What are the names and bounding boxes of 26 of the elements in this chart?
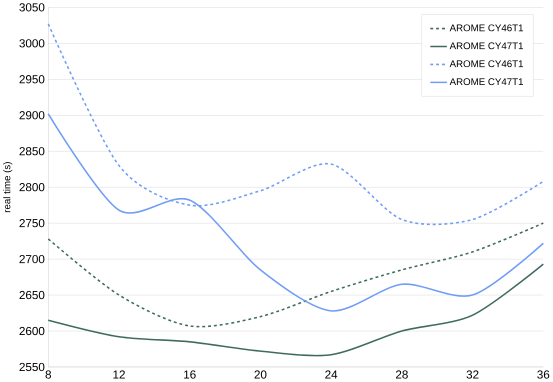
y-tick-label: 2850 [20, 147, 44, 156]
y-tick-label: 2700 [20, 255, 44, 264]
y-tick-label: 2600 [20, 326, 44, 336]
y-tick-label: 2550 [20, 362, 44, 372]
y-tick-label: 2650 [20, 290, 44, 300]
line-series [47, 222, 544, 328]
y-tick-label: 2750 [20, 219, 44, 228]
x-tick-label: 20 [254, 370, 266, 379]
x-tick-label: 24 [325, 370, 338, 379]
legend-label: AROME CY47T1 [450, 78, 524, 86]
y-tick-label: 2900 [20, 111, 44, 120]
x-tick-label: 36 [537, 370, 550, 379]
legend-label: AROME CY47T1 [450, 42, 524, 50]
y-tick-label: 2950 [20, 75, 44, 84]
legend-label: AROME CY46T1 [450, 60, 524, 68]
y-axis-title: real time (s) [3, 162, 12, 212]
x-tick-label: 16 [184, 370, 196, 379]
legend-label: AROME CY46T1 [450, 24, 524, 32]
y-tick-label: 2800 [20, 183, 44, 192]
y-tick-label: 3050 [19, 3, 44, 12]
x-tick-label: 8 [46, 370, 52, 379]
y-tick-label: 3000 [19, 39, 44, 48]
x-tick-label: 32 [466, 370, 478, 379]
line-series [47, 263, 544, 356]
x-tick-label: 28 [396, 370, 408, 379]
x-tick-label: 12 [113, 370, 125, 379]
